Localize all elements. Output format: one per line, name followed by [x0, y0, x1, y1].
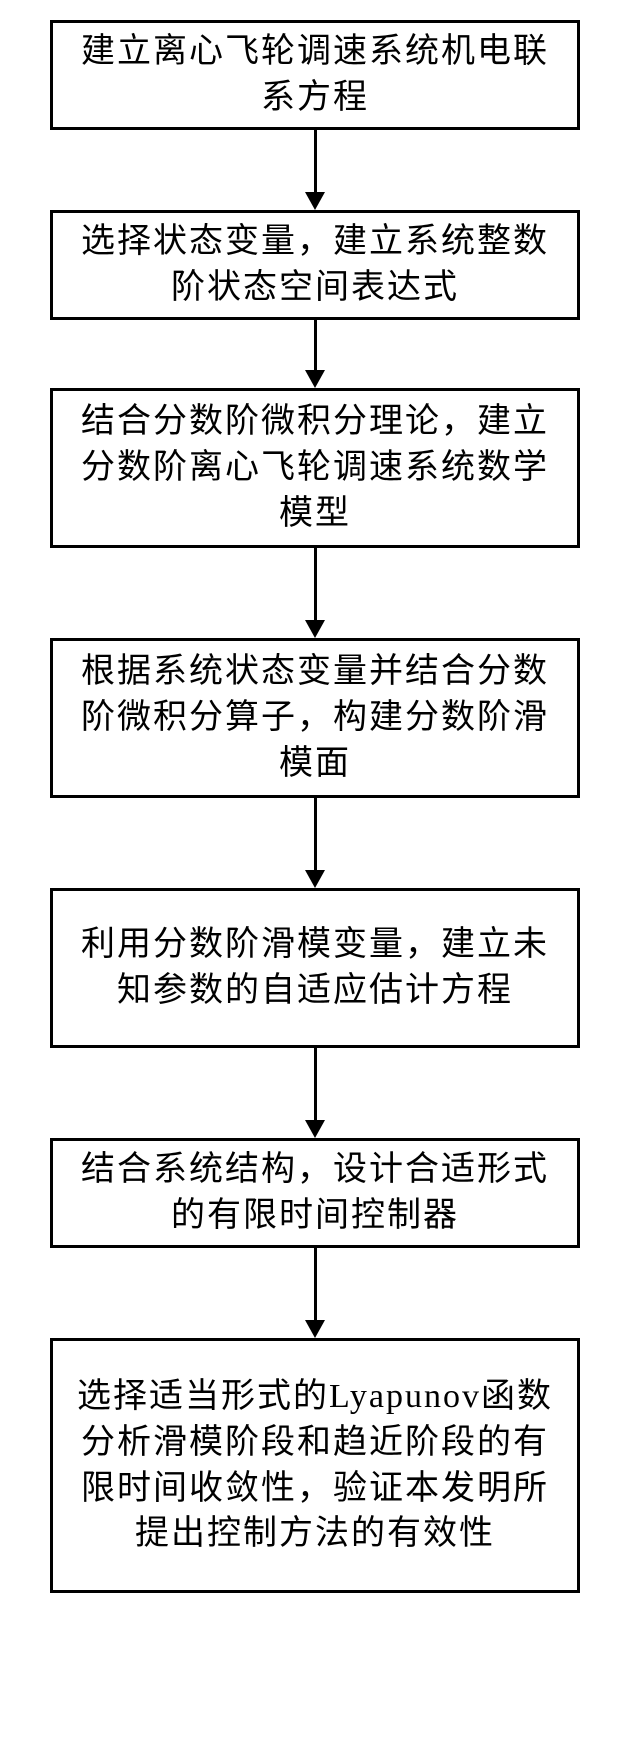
- arrow-head-icon: [305, 1320, 325, 1338]
- flowchart-node-2: 选择状态变量，建立系统整数阶状态空间表达式: [50, 210, 580, 320]
- arrow-head-icon: [305, 1120, 325, 1138]
- flowchart-arrow: [305, 130, 325, 210]
- flowchart-node-6: 结合系统结构，设计合适形式的有限时间控制器: [50, 1138, 580, 1248]
- flowchart-arrow: [305, 798, 325, 888]
- arrow-line: [314, 320, 317, 370]
- arrow-head-icon: [305, 192, 325, 210]
- arrow-head-icon: [305, 870, 325, 888]
- flowchart-arrow: [305, 320, 325, 388]
- flowchart-node-7: 选择适当形式的Lyapunov函数分析滑模阶段和趋近阶段的有限时间收敛性，验证本…: [50, 1338, 580, 1593]
- flowchart-node-3: 结合分数阶微积分理论，建立分数阶离心飞轮调速系统数学模型: [50, 388, 580, 548]
- arrow-line: [314, 130, 317, 192]
- flowchart-arrow: [305, 1048, 325, 1138]
- flowchart-node-1: 建立离心飞轮调速系统机电联系方程: [50, 20, 580, 130]
- flowchart-node-5: 利用分数阶滑模变量，建立未知参数的自适应估计方程: [50, 888, 580, 1048]
- arrow-line: [314, 1248, 317, 1320]
- arrow-head-icon: [305, 620, 325, 638]
- node-text: 结合系统结构，设计合适形式的有限时间控制器: [73, 1147, 557, 1239]
- arrow-head-icon: [305, 370, 325, 388]
- arrow-line: [314, 548, 317, 620]
- flowchart-container: 建立离心飞轮调速系统机电联系方程 选择状态变量，建立系统整数阶状态空间表达式 结…: [0, 0, 630, 1593]
- arrow-line: [314, 1048, 317, 1120]
- node-text: 选择适当形式的Lyapunov函数分析滑模阶段和趋近阶段的有限时间收敛性，验证本…: [73, 1374, 557, 1558]
- arrow-line: [314, 798, 317, 870]
- node-text: 选择状态变量，建立系统整数阶状态空间表达式: [73, 219, 557, 311]
- node-text: 根据系统状态变量并结合分数阶微积分算子，构建分数阶滑模面: [73, 649, 557, 787]
- node-text: 建立离心飞轮调速系统机电联系方程: [73, 29, 557, 121]
- node-text: 结合分数阶微积分理论，建立分数阶离心飞轮调速系统数学模型: [73, 399, 557, 537]
- node-text: 利用分数阶滑模变量，建立未知参数的自适应估计方程: [73, 922, 557, 1014]
- flowchart-arrow: [305, 1248, 325, 1338]
- flowchart-node-4: 根据系统状态变量并结合分数阶微积分算子，构建分数阶滑模面: [50, 638, 580, 798]
- flowchart-arrow: [305, 548, 325, 638]
